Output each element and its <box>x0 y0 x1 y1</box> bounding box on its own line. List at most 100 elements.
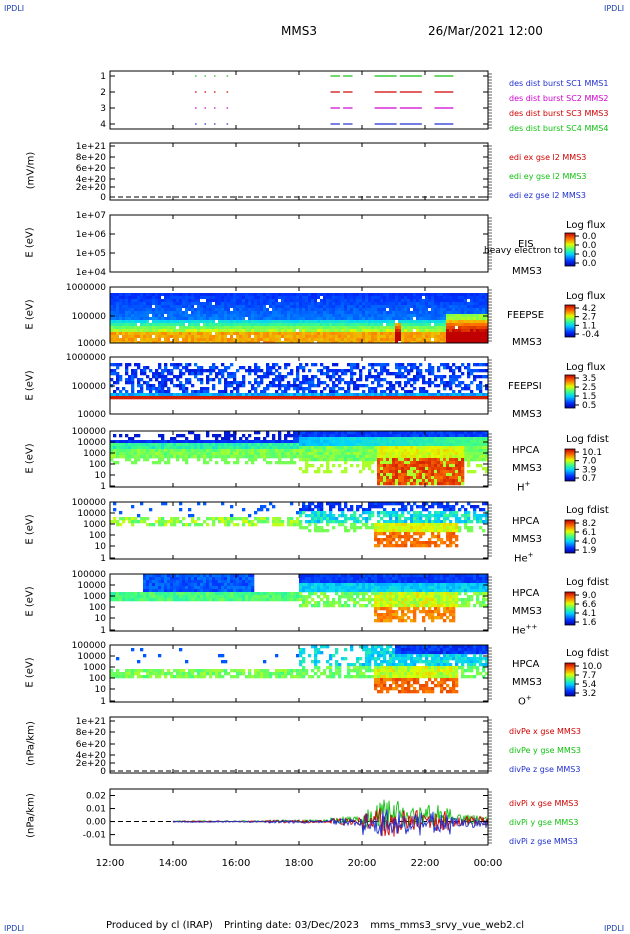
spectrogram-cell <box>398 396 402 400</box>
spectrogram-cell <box>368 338 372 342</box>
spectrogram-cell <box>272 299 276 303</box>
spectrogram-cell <box>287 387 291 391</box>
spectrogram-cell <box>248 293 252 297</box>
spectrogram-cell <box>404 329 408 333</box>
spectrogram-cell <box>134 363 138 367</box>
spectrogram-cell <box>464 443 468 447</box>
spectrogram-cell <box>302 431 306 435</box>
spectrogram-cell <box>296 293 300 297</box>
spectrogram-cell <box>302 378 306 382</box>
spectrogram-cell <box>377 341 381 343</box>
spectrogram-cell <box>296 317 300 321</box>
spectrogram-cell <box>302 323 306 327</box>
spectrogram-cell <box>407 323 411 327</box>
spectrogram-cell <box>146 396 150 400</box>
spectrogram-cell <box>257 381 261 385</box>
spectrogram-cell <box>287 384 291 388</box>
spectrogram-cell <box>341 387 345 391</box>
spectrogram-cell <box>425 314 429 318</box>
spectrogram-cell <box>296 431 300 435</box>
spectrogram-cell <box>320 369 324 373</box>
spectrogram-cell <box>146 329 150 333</box>
spectrogram-cell <box>416 526 420 530</box>
spectrogram-cell <box>254 437 258 441</box>
spectrogram-cell <box>332 431 336 435</box>
spectrogram-cell <box>428 341 432 343</box>
spectrogram-cell <box>383 479 387 483</box>
spectrogram-cell <box>452 311 456 315</box>
spectrogram-cell <box>194 332 198 336</box>
spectrogram-cell <box>305 393 309 397</box>
spectrogram-cell <box>434 452 438 456</box>
spectrogram-cell <box>395 535 399 539</box>
spectrogram-cell <box>302 393 306 397</box>
spectrogram-cell <box>134 296 138 300</box>
spectrogram-cell <box>263 296 267 300</box>
spectrogram-cell <box>248 311 252 315</box>
spectrogram-cell <box>386 502 390 506</box>
spectrogram-cell <box>443 314 447 318</box>
spectrogram-cell <box>248 323 252 327</box>
spectrogram-cell <box>116 455 120 459</box>
spectrogram-cell <box>362 461 366 465</box>
spectrogram-cell <box>305 387 309 391</box>
spectrogram-cell <box>482 302 486 306</box>
spectrogram-cell <box>317 338 321 342</box>
spectrogram-cell <box>239 302 243 306</box>
spectrogram-cell <box>485 329 488 333</box>
spectrogram-cell <box>143 302 147 306</box>
spectrogram-cell <box>296 375 300 379</box>
spectrogram-cell <box>431 329 435 333</box>
spectrogram-cell <box>119 293 123 297</box>
spectrogram-cell <box>464 384 468 388</box>
spectrogram-cell <box>143 305 147 309</box>
spectrogram-cell <box>152 523 156 527</box>
spectrogram-cell <box>194 308 198 312</box>
spectrogram-cell <box>380 372 384 376</box>
spectrogram-cell <box>287 446 291 450</box>
spectrogram-cell <box>227 302 231 306</box>
spectrogram-cell <box>422 532 426 536</box>
spectrogram-cell <box>413 299 417 303</box>
spectrogram-cell <box>278 443 282 447</box>
spectrogram-cell <box>374 431 378 435</box>
spectrogram-cell <box>290 323 294 327</box>
spectrogram-cell <box>140 314 144 318</box>
spectrogram-cell <box>305 458 309 462</box>
spectrogram-cell <box>362 517 366 521</box>
spectrogram-cell <box>110 302 114 306</box>
spectrogram-cell <box>137 332 141 336</box>
spectrogram-cell <box>263 375 267 379</box>
spectrogram-cell <box>200 332 204 336</box>
spectrogram-cell <box>431 341 435 343</box>
spectrogram-cell <box>221 375 225 379</box>
spectrogram-cell <box>137 449 141 453</box>
spectrogram-cell <box>419 449 423 453</box>
spectrogram-cell <box>461 440 465 444</box>
spectrogram-cell <box>278 449 282 453</box>
spectrogram-cell <box>125 341 129 343</box>
spectrogram-cell <box>155 335 159 339</box>
spectrogram-cell <box>452 467 456 471</box>
spectrogram-cell <box>344 455 348 459</box>
spectrogram-cell <box>266 369 270 373</box>
spectrogram-cell <box>239 443 243 447</box>
spectrogram-cell <box>398 502 402 506</box>
spectrogram-cell <box>485 317 488 321</box>
spectrogram-cell <box>467 341 471 343</box>
spectrogram-cell <box>353 308 357 312</box>
spectrogram-cell <box>140 305 144 309</box>
spectrogram-cell <box>416 431 420 435</box>
spectrogram-cell <box>182 338 186 342</box>
spectrogram-cell <box>281 332 285 336</box>
spectrogram-cell <box>248 299 252 303</box>
spectrogram-cell <box>437 461 441 465</box>
spectrogram-cell <box>428 482 432 486</box>
spectrogram-cell <box>353 446 357 450</box>
spectrogram-cell <box>245 305 249 309</box>
spectrogram-cell <box>368 440 372 444</box>
spectrogram-cell <box>341 296 345 300</box>
spectrogram-cell <box>413 458 417 462</box>
spectrogram-cell <box>347 363 351 367</box>
spectrogram-cell <box>257 449 261 453</box>
